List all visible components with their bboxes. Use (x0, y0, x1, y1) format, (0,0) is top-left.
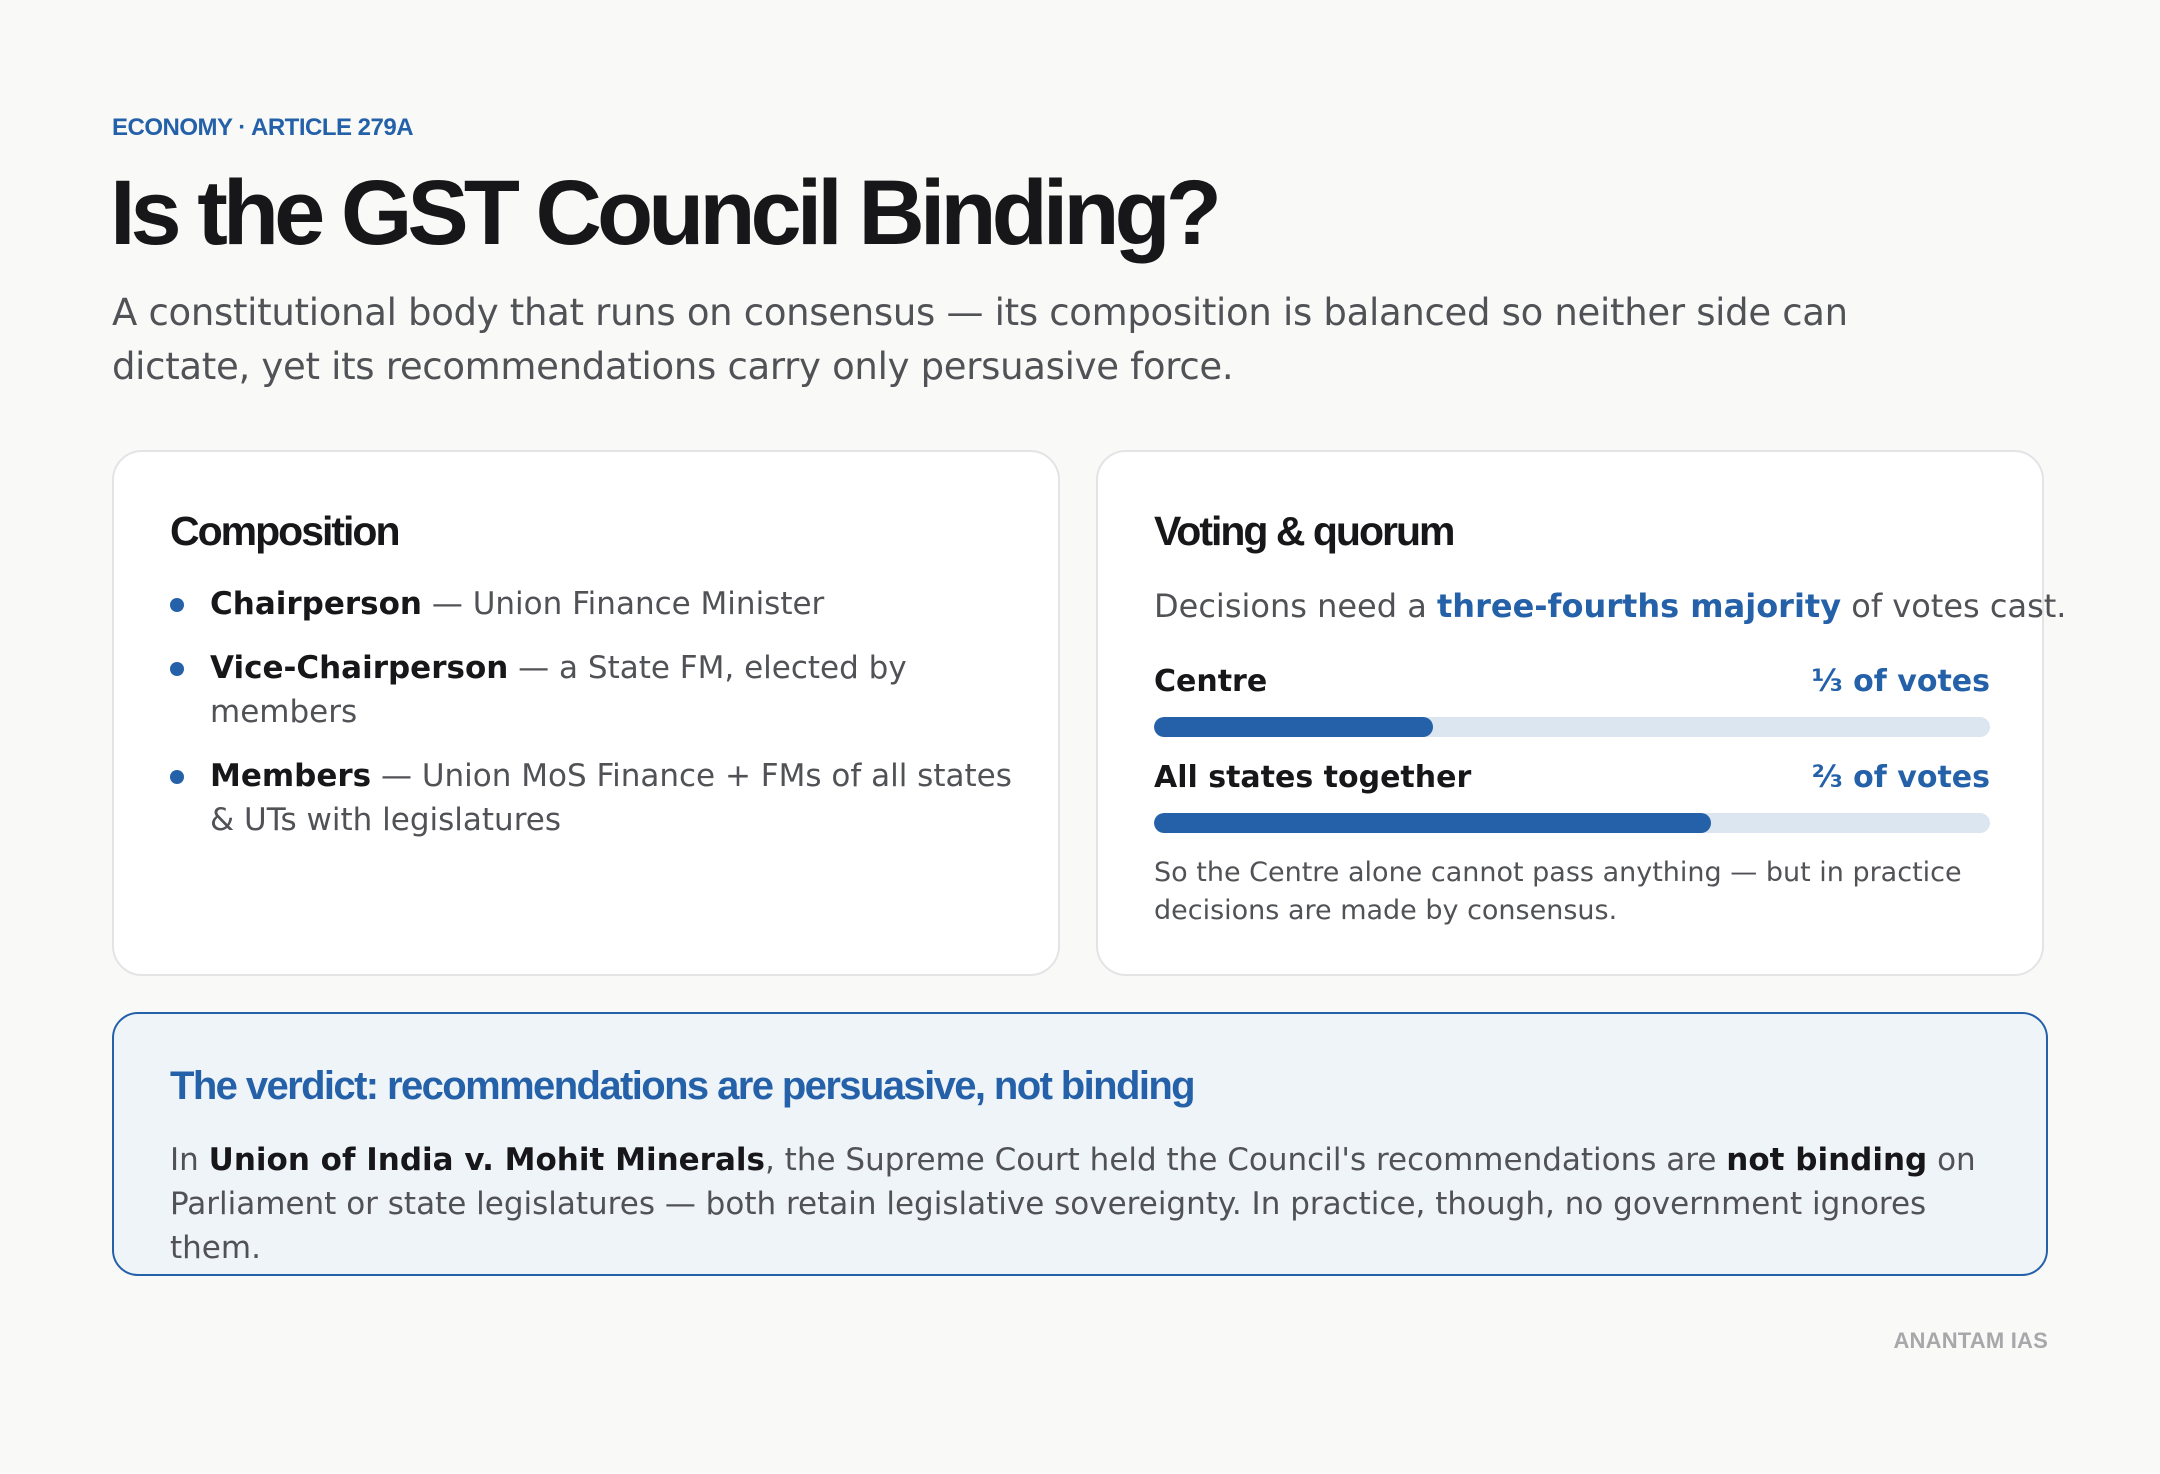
bar-label: All states together (1154, 760, 1472, 795)
bar-row-centre: Centre ⅓ of votes (1154, 664, 1990, 737)
voting-lead: Decisions need a three-fourths majority … (1154, 584, 2066, 628)
progress-track (1154, 813, 1990, 833)
case-name: Union of India v. Mohit Minerals (208, 1142, 765, 1178)
verdict-body: In Union of India v. Mohit Minerals, the… (170, 1138, 2010, 1270)
progress-fill (1154, 717, 1433, 737)
item-desc: — a State FM, elected by members (210, 650, 907, 730)
voting-title: Voting & quorum (1154, 508, 1455, 554)
verdict-text: on Parliament or state legislatures — bo… (170, 1142, 1976, 1266)
item-term: Vice-Chairperson (210, 650, 509, 686)
majority-highlight: three-fourths majority (1437, 587, 1842, 625)
list-item-members: Members — Union MoS Finance + FMs of all… (170, 754, 1030, 842)
verdict-text: In (170, 1142, 209, 1178)
lead-text-end: of votes cast. (1841, 587, 2067, 625)
brand-footer: ANANTAM IAS (1893, 1328, 2048, 1353)
item-term: Members (210, 758, 372, 794)
verdict-text: , the Supreme Court held the Council's r… (764, 1142, 1727, 1178)
list-item-chairperson: Chairperson — Union Finance Minister (170, 582, 1030, 626)
bullet-dot-icon (170, 662, 184, 676)
voting-card: Voting & quorum Decisions need a three-f… (1096, 450, 2066, 976)
verdict-callout: The verdict: recommendations are persuas… (112, 1012, 2048, 1276)
verdict-title: The verdict: recommendations are persuas… (170, 1064, 1196, 1108)
bar-value: ⅔ of votes (1811, 760, 1990, 795)
item-term: Chairperson (210, 586, 422, 622)
bar-row-states: All states together ⅔ of votes (1154, 760, 1990, 833)
bar-value: ⅓ of votes (1811, 664, 1990, 699)
page-title: Is the GST Council Binding? (110, 162, 1222, 264)
item-desc: — Union MoS Finance + FMs of all states … (210, 758, 1012, 838)
item-desc: — Union Finance Minister (421, 586, 825, 622)
progress-track (1154, 717, 1990, 737)
composition-card: Composition Chairperson — Union Finance … (112, 450, 1060, 976)
composition-list: Chairperson — Union Finance Minister Vic… (170, 582, 1030, 862)
voting-note: So the Centre alone cannot pass anything… (1154, 857, 1962, 926)
composition-title: Composition (170, 508, 401, 554)
lead-text: Decisions need a (1154, 587, 1437, 625)
page-subtitle: A constitutional body that runs on conse… (112, 291, 1848, 388)
bullet-dot-icon (170, 598, 184, 612)
bar-label: Centre (1154, 664, 1268, 699)
not-binding-emphasis: not binding (1726, 1142, 1928, 1178)
bullet-dot-icon (170, 770, 184, 784)
eyebrow-label: ECONOMY · ARTICLE 279A (112, 114, 414, 141)
progress-fill (1154, 813, 1712, 833)
list-item-vice-chairperson: Vice-Chairperson — a State FM, elected b… (170, 646, 1030, 734)
